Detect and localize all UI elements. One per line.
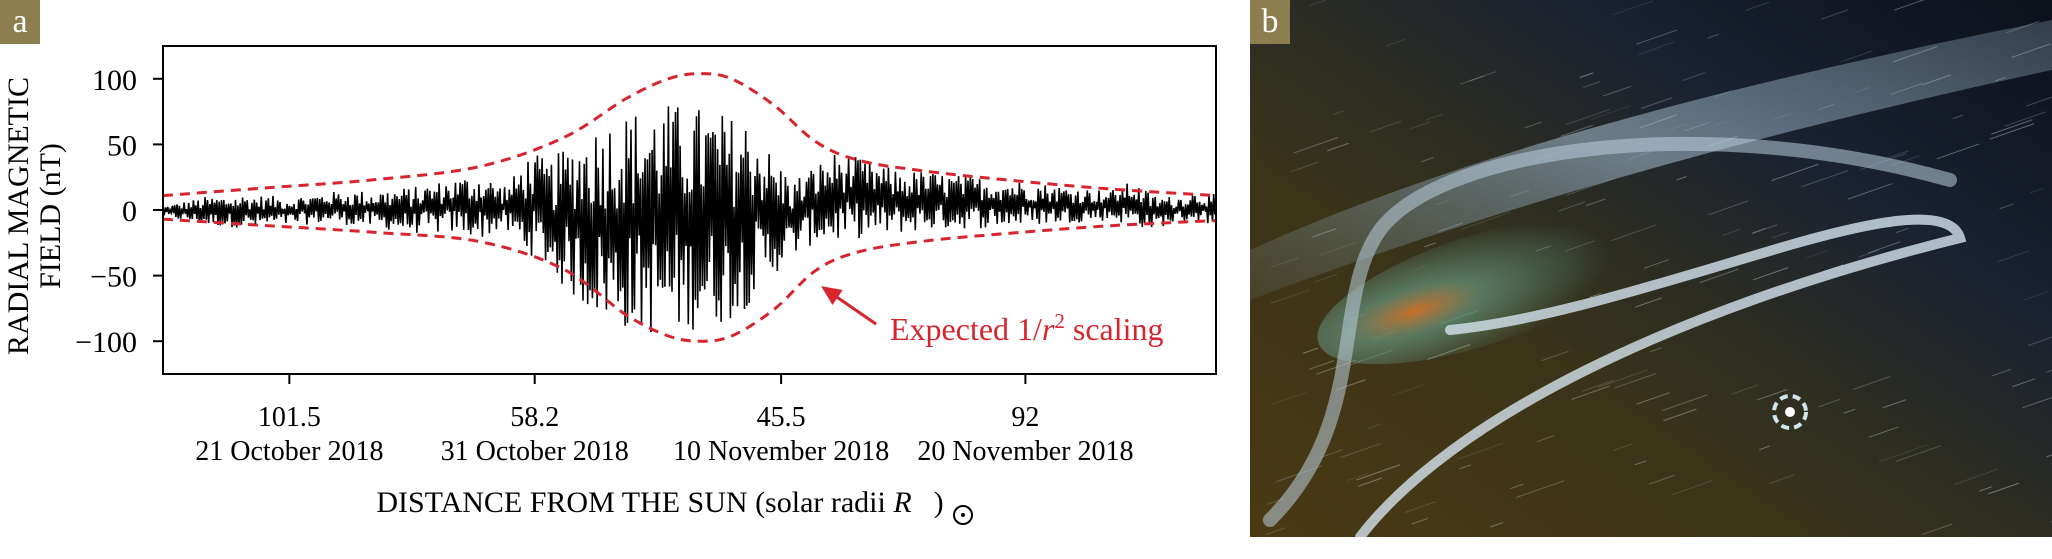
x-tick-date: 21 October 2018 [195, 436, 383, 467]
x-axis-label-close: ) [934, 486, 944, 519]
x-tick-distance: 58.2 [510, 402, 559, 433]
solar-wind-illustration [1250, 0, 2052, 537]
envelope-upper [163, 74, 1216, 196]
y-axis: 100 50 0 −50 −100 [75, 64, 163, 359]
x-tick-distance: 92 [1011, 402, 1039, 433]
x-axis-label-main: DISTANCE FROM THE SUN (solar radii [376, 486, 893, 519]
panel-label-a: a [0, 0, 40, 44]
y-axis-label-line2: FIELD (nT) [34, 143, 67, 289]
annotation-label: Expected 1/r2 scaling [890, 309, 1164, 347]
x-tick-distance: 45.5 [757, 402, 806, 433]
y-tick-label: 100 [92, 64, 137, 97]
annotation-text-tail: scaling [1065, 311, 1164, 347]
x-tick-distance: 101.5 [258, 402, 321, 433]
annotation-text-main: Expected 1/ [890, 311, 1042, 347]
x-axis-label: DISTANCE FROM THE SUN (solar radii R) [376, 486, 943, 519]
sun-symbol [954, 506, 972, 524]
annotation-arrowhead [821, 286, 843, 305]
x-axis: 101.521 October 2018 58.231 October 2018 4… [195, 374, 1133, 467]
y-tick-label: −100 [75, 326, 137, 359]
x-tick-date: 10 November 2018 [673, 436, 889, 467]
x-tick-date: 31 October 2018 [441, 436, 629, 467]
x-tick-date: 20 November 2018 [917, 436, 1133, 467]
field-series-line [163, 106, 1216, 332]
annotation-arrow [831, 293, 876, 324]
y-axis-label-line1: RADIAL MAGNETIC [2, 77, 35, 355]
annotation-text-exp: 2 [1054, 309, 1065, 333]
y-tick-label: 50 [107, 129, 137, 162]
panel-b-illustration [1250, 0, 2052, 537]
x-axis-label-symbol: R [892, 486, 911, 519]
y-tick-label: 0 [122, 195, 137, 228]
y-tick-label: −50 [90, 261, 137, 294]
annotation-text-r: r [1042, 311, 1055, 347]
data-layer [163, 106, 1216, 332]
panel-label-b: b [1250, 0, 1290, 44]
chart-a: 100 50 0 −50 −100 101.521 October 2018 58.231… [0, 0, 1245, 554]
